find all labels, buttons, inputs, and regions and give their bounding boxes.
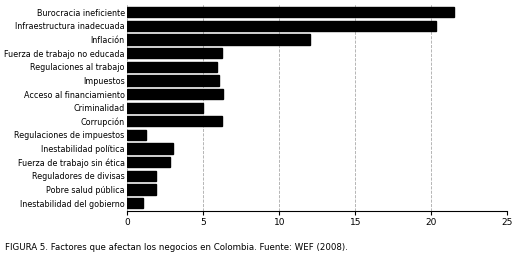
Bar — [128, 62, 217, 72]
Bar — [128, 48, 222, 58]
Bar — [128, 7, 454, 17]
Bar — [128, 198, 143, 208]
Bar — [128, 184, 156, 195]
Text: FIGURA 5. Factores que afectan los negocios en Colombia. Fuente: WEF (2008).: FIGURA 5. Factores que afectan los negoc… — [5, 243, 348, 252]
Bar — [128, 34, 310, 45]
Bar — [128, 89, 223, 99]
Bar — [128, 116, 222, 126]
Bar — [128, 21, 436, 31]
Bar — [128, 157, 170, 167]
Bar — [128, 130, 146, 140]
Bar — [128, 75, 219, 86]
Bar — [128, 171, 156, 181]
Bar — [128, 143, 173, 154]
Bar — [128, 103, 203, 113]
